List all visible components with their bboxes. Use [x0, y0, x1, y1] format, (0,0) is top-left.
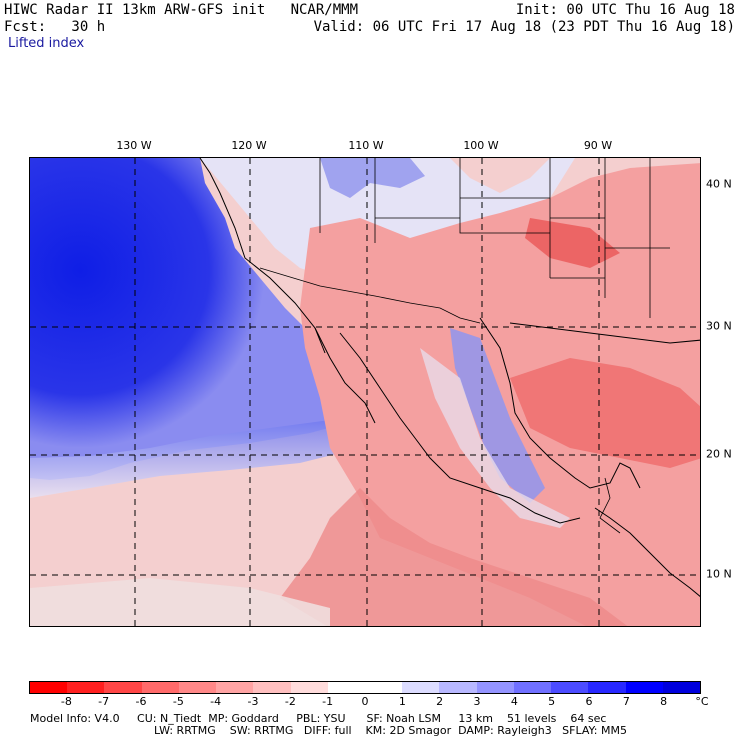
lat-label-40n: 40 N [706, 177, 732, 191]
lat-label-20n: 20 N [706, 447, 732, 461]
colorbar-tick-label: -4 [210, 695, 222, 708]
mexico-plateau-stable [450, 328, 545, 503]
colorbar-tick-label: -8 [60, 695, 72, 708]
model-info-line2: LW: RRTMG SW: RRTMG DIFF: full KM: 2D Sm… [154, 724, 627, 737]
colorbar-tick-label: 3 [473, 695, 481, 708]
gulf-strong-unstable [510, 358, 700, 468]
colorbar-tick-label: 2 [436, 695, 444, 708]
colorbar-tick-label: -7 [98, 695, 110, 708]
colorbar-tick-label: 7 [622, 695, 630, 708]
model-title: HIWC Radar II 13km ARW-GFS init NCAR/MMM [4, 2, 359, 18]
valid-time: Valid: 06 UTC Fri 17 Aug 18 (23 PDT Thu … [313, 19, 735, 35]
lon-label-110w: 110 W [348, 139, 384, 152]
colorbar-tick-label: -2 [284, 695, 296, 708]
colorbar-swatch [662, 682, 700, 693]
lat-label-30n: 30 N [706, 319, 732, 333]
colorbar-unit: °C [695, 695, 709, 708]
colorbar-swatch [104, 682, 142, 693]
colorbar-swatch [178, 682, 217, 693]
colorbar-tick-label: 1 [398, 695, 406, 708]
colorbar-swatch [253, 682, 291, 693]
colorbar-tick-label: 8 [660, 695, 668, 708]
political-borders [259, 158, 670, 534]
colorbar-tick-label: 6 [585, 695, 593, 708]
forecast-hour: Fcst: 30 h [4, 19, 106, 35]
model-info-line1: Model Info: V4.0 CU: N_Tiedt MP: Goddard… [30, 712, 607, 725]
colorbar-tick-label: 5 [548, 695, 556, 708]
colorbar-swatch [625, 682, 663, 693]
colorbar-tick-label: -1 [322, 695, 334, 708]
colorbar-swatch [364, 682, 403, 693]
colorbar-swatch [30, 682, 68, 693]
lon-label-130w: 130 W [116, 139, 152, 152]
colorbar-swatch [141, 682, 179, 693]
sierra-madre-light [420, 348, 570, 528]
colorbar-swatch [402, 682, 440, 693]
colorbar-swatch [327, 682, 365, 693]
field-name: Lifted index [8, 36, 85, 51]
graticule [30, 158, 700, 626]
lifted-index-map [30, 158, 700, 626]
lon-label-100w: 100 W [463, 139, 499, 152]
coastlines [199, 158, 700, 597]
lon-label-120w: 120 W [231, 139, 267, 152]
lat-label-10n: 10 N [706, 567, 732, 581]
southwest-light-zone [30, 578, 330, 626]
colorbar [29, 681, 701, 694]
colorbar-tick-label: -6 [135, 695, 147, 708]
colorbar-tick-label: 4 [510, 695, 518, 708]
plains-unstable-core [525, 218, 620, 268]
init-time: Init: 00 UTC Thu 16 Aug 18 [515, 2, 735, 18]
colorbar-swatch [67, 682, 105, 693]
colorbar-swatch [290, 682, 328, 693]
map-panel [29, 157, 701, 627]
west-us-blue-patches [320, 158, 425, 198]
pacific-stable-region [30, 158, 365, 480]
colorbar-swatch [513, 682, 552, 693]
pacific-transition-band [30, 418, 365, 498]
colorbar-swatch [439, 682, 477, 693]
colorbar-tick-label: -5 [172, 695, 184, 708]
colorbar-swatch [588, 682, 626, 693]
colorbar-swatch [476, 682, 514, 693]
colorbar-swatch [216, 682, 254, 693]
colorbar-swatch [551, 682, 589, 693]
lon-label-90w: 90 W [583, 139, 613, 152]
colorbar-tick-label: -3 [247, 695, 259, 708]
colorbar-tick-label: 0 [361, 695, 369, 708]
